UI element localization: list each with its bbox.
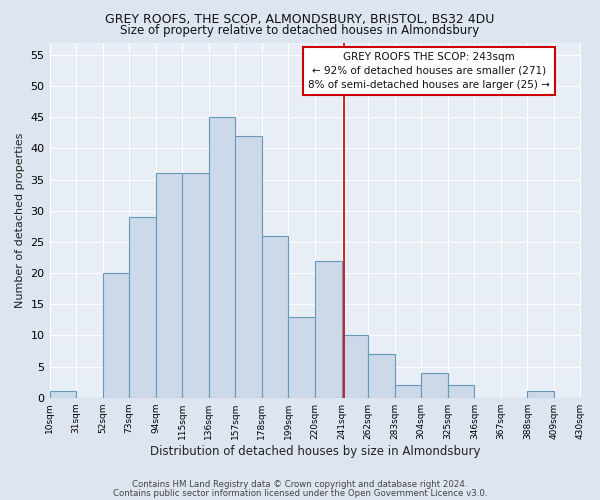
Bar [341,336,368,398]
Bar [209,118,235,398]
Bar [262,236,289,398]
Bar [156,174,182,398]
Text: GREY ROOFS, THE SCOP, ALMONDSBURY, BRISTOL, BS32 4DU: GREY ROOFS, THE SCOP, ALMONDSBURY, BRIST… [106,12,494,26]
Text: Size of property relative to detached houses in Almondsbury: Size of property relative to detached ho… [121,24,479,37]
Text: GREY ROOFS THE SCOP: 243sqm
← 92% of detached houses are smaller (271)
8% of sem: GREY ROOFS THE SCOP: 243sqm ← 92% of det… [308,52,550,90]
Bar [50,392,76,398]
Y-axis label: Number of detached properties: Number of detached properties [15,132,25,308]
Text: Contains HM Land Registry data © Crown copyright and database right 2024.: Contains HM Land Registry data © Crown c… [132,480,468,489]
Bar [103,273,129,398]
Bar [421,373,448,398]
Bar [527,392,554,398]
Bar [315,260,341,398]
Text: Contains public sector information licensed under the Open Government Licence v3: Contains public sector information licen… [113,488,487,498]
Bar [448,385,475,398]
Bar [182,174,209,398]
Bar [129,217,156,398]
Bar [235,136,262,398]
Bar [289,316,315,398]
Bar [368,354,395,398]
X-axis label: Distribution of detached houses by size in Almondsbury: Distribution of detached houses by size … [150,444,480,458]
Bar [395,385,421,398]
